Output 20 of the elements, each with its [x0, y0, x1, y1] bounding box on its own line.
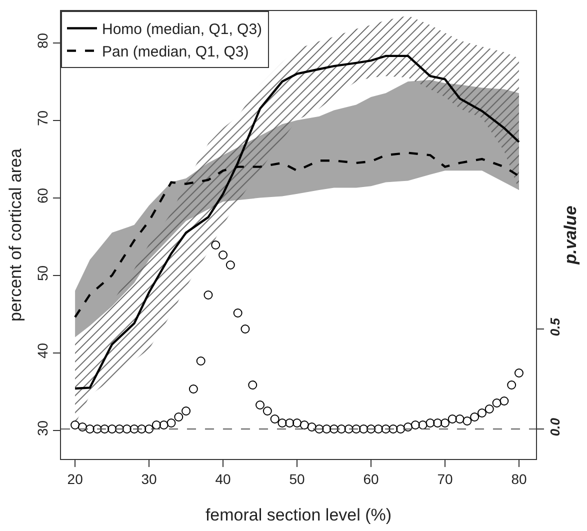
legend-label: Pan (median, Q1, Q3) [102, 44, 249, 61]
y-tick-label: 60 [34, 188, 50, 204]
x-axis-title: femoral section level (%) [205, 505, 392, 524]
y2-tick-label: 0.0 [548, 417, 563, 436]
x-tick-label: 40 [215, 470, 232, 487]
x-tick-label: 80 [511, 470, 527, 487]
x-tick-label: 50 [289, 470, 306, 487]
legend-label: Homo (median, Q1, Q3) [102, 21, 262, 38]
y-tick-label: 80 [34, 32, 50, 48]
x-tick-label: 60 [363, 470, 380, 487]
y2-tick-label: 0.5 [548, 317, 563, 336]
x-tick-label: 70 [437, 470, 453, 487]
y-tick-label: 40 [34, 342, 50, 358]
x-tick-label: 20 [67, 470, 84, 487]
y-axis-title: percent of cortical area [6, 148, 25, 322]
y-tick-label: 50 [34, 265, 50, 281]
y-tick-label: 30 [34, 420, 50, 436]
x-tick-label: 30 [141, 470, 158, 487]
y2-axis-title: p.value [561, 206, 580, 266]
y-tick-label: 70 [34, 110, 50, 126]
